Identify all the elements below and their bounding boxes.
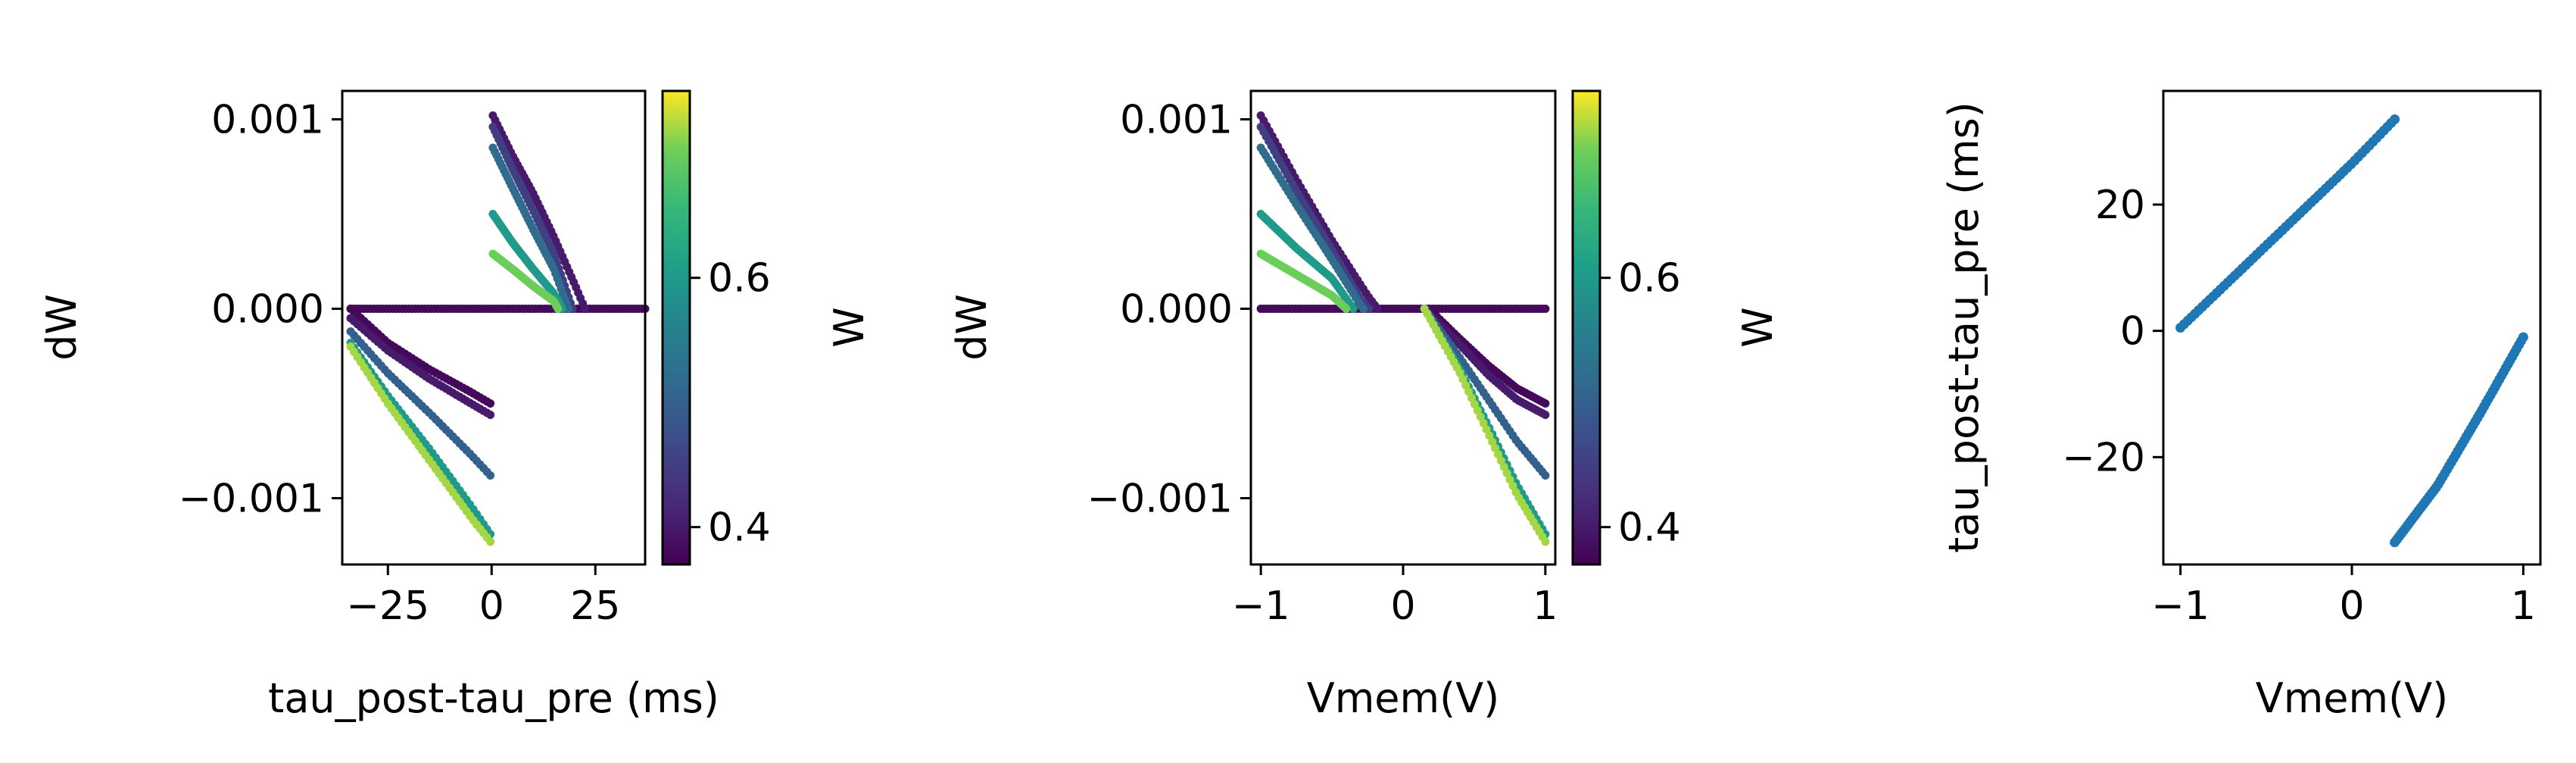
data-point bbox=[1467, 393, 1476, 402]
x-tick-label: 25 bbox=[570, 583, 620, 629]
y-tick-label: 0.001 bbox=[1120, 98, 1233, 143]
data-point bbox=[1499, 462, 1508, 471]
data-point bbox=[1494, 450, 1502, 459]
data-point bbox=[1358, 305, 1368, 313]
data-point bbox=[1488, 437, 1497, 446]
data-point bbox=[1373, 305, 1382, 313]
x-tick-label: 1 bbox=[2511, 583, 2536, 629]
data-point bbox=[1496, 456, 1505, 465]
data-point bbox=[1491, 444, 1500, 452]
y-axis-ticks: −0.001 0.000 0.001 bbox=[1087, 98, 1251, 522]
colorbar bbox=[661, 89, 691, 566]
colorbar-label: W bbox=[1734, 307, 1782, 347]
colorbar-ticks: 0.4 0.6 bbox=[1600, 256, 1681, 551]
y-axis-label: dW bbox=[38, 294, 86, 361]
x-tick-label: 0 bbox=[479, 583, 504, 629]
data-point bbox=[581, 305, 589, 313]
y-axis-ticks: −0.001 0.000 0.001 bbox=[179, 98, 342, 522]
x-axis-ticks: −25 0 25 bbox=[346, 564, 620, 629]
data-point bbox=[1464, 387, 1474, 396]
data-point bbox=[486, 399, 495, 408]
data-point bbox=[486, 471, 495, 480]
scatter-points bbox=[2175, 114, 2528, 548]
y-axis-ticks: −20 0 20 bbox=[2062, 183, 2163, 480]
y-tick-label: 0.000 bbox=[211, 287, 324, 333]
y-tick-label: −0.001 bbox=[1087, 477, 1233, 522]
baseline-point bbox=[1541, 305, 1550, 313]
data-point bbox=[554, 305, 563, 313]
data-point bbox=[1349, 305, 1358, 313]
colorbar-tick-label: 0.4 bbox=[708, 505, 771, 551]
data-point bbox=[1541, 411, 1550, 419]
data-point bbox=[1541, 537, 1550, 546]
y-tick-label: 0 bbox=[2120, 309, 2145, 355]
data-point bbox=[1455, 368, 1464, 377]
y-axis-label: tau_post-tau_pre (ms) bbox=[1940, 102, 1988, 553]
x-axis-label: Vmem(V) bbox=[2256, 674, 2448, 722]
y-tick-label: 0.000 bbox=[1120, 287, 1233, 333]
x-tick-label: 1 bbox=[1533, 583, 1558, 629]
data-point bbox=[1482, 425, 1491, 434]
data-point bbox=[486, 411, 495, 419]
data-point bbox=[1502, 469, 1511, 478]
data-point bbox=[1485, 431, 1494, 440]
data-point bbox=[1541, 399, 1550, 408]
y-tick-label: 0.001 bbox=[211, 98, 324, 143]
x-axis-label: tau_post-tau_pre (ms) bbox=[268, 674, 719, 722]
data-point bbox=[2390, 114, 2400, 124]
colorbar-tick-label: 0.6 bbox=[1618, 256, 1681, 302]
scatter-points bbox=[1256, 111, 1550, 546]
chart-panel-dw-vs-tau: −25 0 25 −0.001 0.000 0.001 tau_post-tau_pre… bbox=[38, 89, 873, 722]
scatter-points bbox=[346, 111, 650, 546]
y-axis-label: dW bbox=[948, 294, 996, 361]
x-tick-label: −25 bbox=[346, 583, 429, 629]
data-point bbox=[1508, 481, 1517, 490]
x-axis-ticks: −1 0 1 bbox=[1232, 564, 1558, 629]
x-tick-label: 0 bbox=[1390, 583, 1415, 629]
y-tick-label: 20 bbox=[2095, 183, 2145, 228]
y-tick-label: −20 bbox=[2062, 435, 2145, 480]
colorbar-ticks: 0.4 0.6 bbox=[690, 256, 771, 551]
chart-panel-tau-vs-vmem: −1 0 1 −20 0 20 Vmem(V) tau_post-tau_pre (ms… bbox=[1940, 89, 2542, 722]
x-tick-label: 0 bbox=[2339, 583, 2364, 629]
data-point bbox=[2518, 332, 2528, 342]
x-axis-label: Vmem(V) bbox=[1307, 674, 1499, 722]
data-point bbox=[1479, 418, 1488, 427]
x-tick-label: −1 bbox=[1232, 583, 1290, 629]
axes-frame bbox=[1249, 89, 1557, 566]
data-point bbox=[1342, 305, 1351, 313]
data-point bbox=[1470, 400, 1479, 408]
data-point bbox=[486, 537, 495, 546]
data-point bbox=[564, 305, 573, 313]
data-point bbox=[1541, 471, 1550, 480]
colorbar-tick-label: 0.6 bbox=[708, 256, 771, 302]
colorbar-tick-label: 0.4 bbox=[1618, 505, 1681, 551]
data-point bbox=[1473, 406, 1482, 415]
colorbar-label: W bbox=[825, 307, 873, 347]
x-tick-label: −1 bbox=[2151, 583, 2210, 629]
data-point bbox=[1461, 381, 1470, 390]
data-point bbox=[1505, 475, 1514, 484]
data-point bbox=[1458, 374, 1467, 383]
colorbar bbox=[1571, 89, 1601, 566]
data-point bbox=[1476, 412, 1485, 421]
x-axis-ticks: −1 0 1 bbox=[2151, 564, 2536, 629]
axes-frame bbox=[341, 89, 647, 566]
y-tick-label: −0.001 bbox=[179, 477, 324, 522]
